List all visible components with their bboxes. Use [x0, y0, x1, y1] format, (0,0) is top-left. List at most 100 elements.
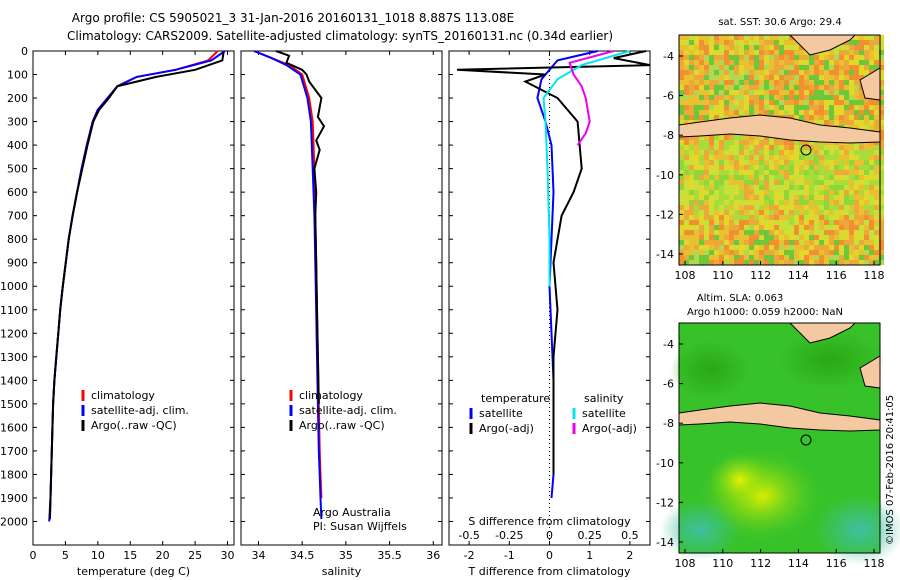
sst-cell	[819, 195, 824, 200]
sst-cell	[704, 160, 709, 165]
sst-cell	[689, 195, 694, 200]
sst-cell	[749, 45, 754, 50]
sst-cell	[719, 105, 724, 110]
sst-cell	[689, 115, 694, 120]
sst-cell	[744, 225, 749, 230]
sst-cell	[839, 95, 844, 100]
sst-cell	[849, 45, 854, 50]
sst-cell	[689, 175, 694, 180]
sst-cell	[864, 40, 869, 45]
y-tick-label: 700	[7, 210, 28, 223]
sst-cell	[769, 35, 774, 40]
sst-cell	[769, 150, 774, 155]
sst-cell	[819, 170, 824, 175]
sst-cell	[779, 45, 784, 50]
sst-cell	[749, 245, 754, 250]
sst-cell	[694, 215, 699, 220]
sst-cell	[714, 205, 719, 210]
sst-cell	[749, 230, 754, 235]
sst-cell	[679, 90, 684, 95]
sst-cell	[704, 195, 709, 200]
sst-cell	[864, 70, 869, 75]
sst-cell	[764, 105, 769, 110]
sst-cell	[824, 175, 829, 180]
sst-cell	[749, 170, 754, 175]
sst-cell	[869, 225, 874, 230]
sst-cell	[824, 250, 829, 255]
s-diff-tick-label: 0.25	[577, 529, 602, 542]
sst-cell	[764, 100, 769, 105]
sst-cell	[749, 250, 754, 255]
sst-cell	[794, 45, 799, 50]
sst-cell	[719, 135, 724, 140]
sst-cell	[839, 100, 844, 105]
sst-cell	[694, 100, 699, 105]
sst-cell	[819, 190, 824, 195]
sst-cell	[779, 165, 784, 170]
sst-cell	[699, 250, 704, 255]
map-x-tick-label: 110	[712, 269, 733, 282]
sst-cell	[779, 245, 784, 250]
sst-cell	[784, 150, 789, 155]
x-tick-label: -1	[504, 549, 515, 562]
sst-cell	[684, 145, 689, 150]
sst-cell	[779, 260, 784, 265]
sst-cell	[849, 95, 854, 100]
sst-cell	[849, 185, 854, 190]
y-tick-label: 1900	[0, 492, 28, 505]
sst-cell	[864, 50, 869, 55]
sst-cell	[749, 75, 754, 80]
sst-cell	[774, 80, 779, 85]
sst-cell	[799, 50, 804, 55]
sst-cell	[759, 135, 764, 140]
sst-cell	[689, 55, 694, 60]
sst-cell	[724, 90, 729, 95]
sst-cell	[714, 70, 719, 75]
sst-cell	[759, 40, 764, 45]
sst-cell	[684, 230, 689, 235]
sst-cell	[699, 210, 704, 215]
sst-cell	[824, 120, 829, 125]
sst-cell	[764, 85, 769, 90]
sst-cell	[854, 165, 859, 170]
sst-cell	[869, 60, 874, 65]
sst-cell	[704, 40, 709, 45]
sst-cell	[739, 160, 744, 165]
sst-cell	[709, 155, 714, 160]
sst-cell	[814, 55, 819, 60]
sst-cell	[839, 220, 844, 225]
sst-cell	[789, 60, 794, 65]
sst-cell	[734, 55, 739, 60]
sst-cell	[734, 175, 739, 180]
sst-cell	[834, 85, 839, 90]
sst-cell	[759, 50, 764, 55]
sst-cell	[729, 185, 734, 190]
sst-cell	[759, 255, 764, 260]
sst-cell	[814, 170, 819, 175]
sst-cell	[819, 210, 824, 215]
sst-cell	[699, 155, 704, 160]
sst-cell	[764, 205, 769, 210]
sst-cell	[754, 165, 759, 170]
sst-cell	[879, 245, 884, 250]
sst-cell	[874, 245, 879, 250]
sst-cell	[729, 100, 734, 105]
sst-cell	[789, 200, 794, 205]
sst-cell	[839, 150, 844, 155]
sst-cell	[684, 115, 689, 120]
sst-cell	[739, 35, 744, 40]
sst-cell	[689, 190, 694, 195]
sst-cell	[679, 260, 684, 265]
sst-cell	[854, 155, 859, 160]
sst-cell	[714, 165, 719, 170]
sst-cell	[759, 170, 764, 175]
sst-cell	[779, 55, 784, 60]
sst-cell	[839, 230, 844, 235]
sst-cell	[729, 165, 734, 170]
sst-cell	[819, 110, 824, 115]
sst-cell	[814, 195, 819, 200]
sst-cell	[844, 255, 849, 260]
sst-cell	[824, 195, 829, 200]
sst-cell	[689, 230, 694, 235]
sst-cell	[879, 170, 884, 175]
